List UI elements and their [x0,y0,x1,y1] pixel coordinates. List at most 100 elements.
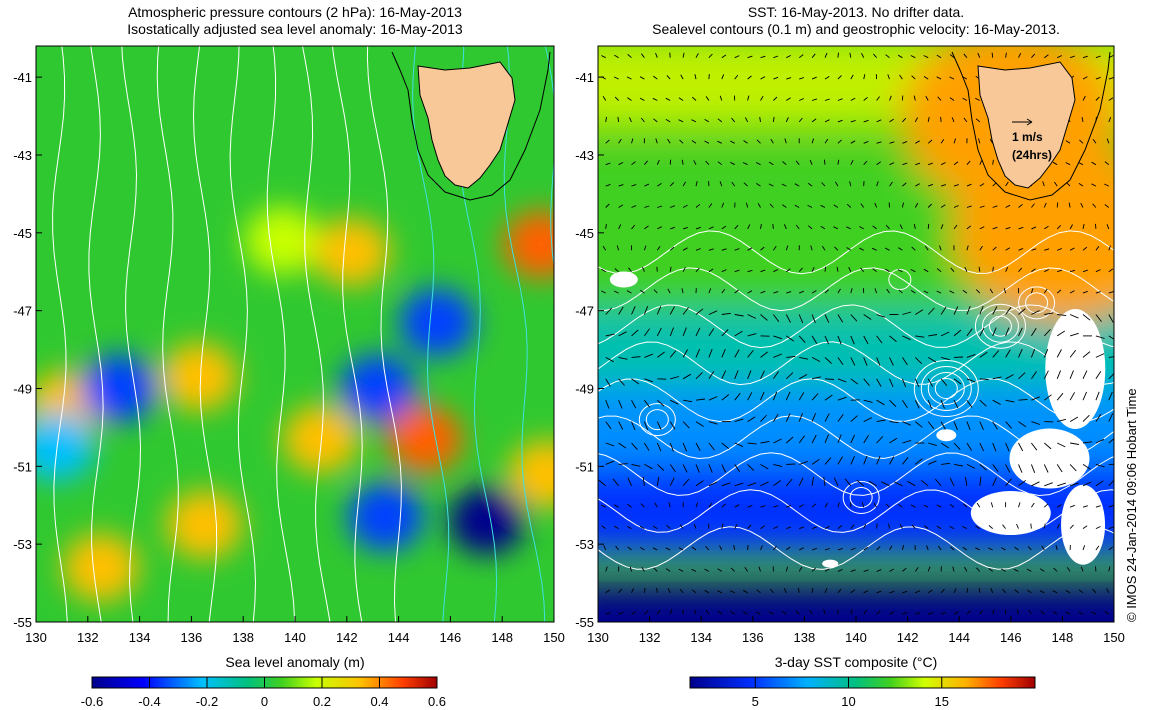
velocity-arrow [863,160,868,166]
velocity-arrow [850,609,853,615]
velocity-arrow [850,119,856,123]
velocity-arrow [618,421,624,430]
velocity-arrow [850,569,856,572]
velocity-arrow [889,568,895,572]
velocity-arrow [949,290,955,294]
velocity-arrow [598,479,606,487]
velocity-arrow [682,373,692,380]
pressure-contour-line [121,46,142,622]
y-tick-label: -49 [13,381,32,396]
velocity-arrow [975,97,980,101]
pressure-contour-line [17,38,30,622]
cloud-mask [609,271,1106,568]
velocity-arrow [605,307,613,315]
velocity-arrow [872,268,877,273]
velocity-arrow [915,335,925,338]
velocity-arrow [1070,442,1080,445]
velocity-arrow [992,421,998,430]
x-tick-label: 140 [284,630,306,645]
eddy-contour [842,480,880,514]
velocity-arrow [940,306,947,315]
velocity-arrow [876,610,881,615]
velocity-arrow [914,567,919,572]
velocity-arrow [872,225,877,230]
velocity-arrow [681,159,684,165]
velocity-arrow [734,248,740,251]
velocity-arrow [811,335,818,344]
velocity-arrow [823,609,826,615]
velocity-arrow [940,400,945,409]
velocity-arrow [824,335,830,345]
velocity-arrow [822,245,826,251]
velocity-arrow [747,544,749,551]
velocity-arrow [1108,566,1111,572]
velocity-arrow [876,419,886,423]
sla-anomaly-blob [347,482,424,551]
velocity-arrow [615,545,619,551]
velocity-arrow [953,611,959,615]
velocity-arrow [669,609,673,615]
velocity-arrow [795,224,800,230]
velocity-arrow [631,421,636,431]
right-x-axis: 130 132 134 136 138 140 142 144 146 148 150 [587,616,1125,645]
velocity-arrow [1095,370,1102,380]
velocity-arrow [1018,502,1021,508]
velocity-arrow [902,457,909,465]
velocity-arrow [708,348,713,358]
y-tick-label: -47 [575,304,594,319]
x-tick-label: 140 [845,630,867,645]
velocity-arrow [1095,55,1101,59]
velocity-arrow [881,481,890,487]
x-tick-label: 132 [639,630,661,645]
velocity-arrow [837,98,843,101]
velocity-arrow [837,314,844,323]
velocity-arrow [682,204,688,208]
velocity-arrow [1018,464,1023,473]
velocity-arrow [1069,247,1075,251]
y-tick-label: -43 [575,148,594,163]
velocity-arrow [979,421,984,430]
velocity-arrow [1108,438,1114,444]
velocity-arrow [910,290,916,294]
velocity-arrow [963,53,968,58]
velocity-arrow [915,421,923,428]
velocity-arrow [653,567,658,572]
velocity-arrow [1095,438,1105,444]
cloud-patch [1061,484,1106,565]
velocity-arrow [605,139,610,144]
velocity-arrow [876,161,881,166]
colorbar-tick-label: 0.4 [370,694,388,709]
velocity-arrow [1018,327,1023,337]
velocity-arrow [928,442,937,447]
velocity-arrow [1005,421,1012,429]
velocity-arrow [876,181,879,187]
sealevel-contour-line [598,267,1114,312]
velocity-arrow [642,266,645,272]
velocity-arrow [990,588,994,593]
velocity-arrow [1005,52,1007,58]
velocity-arrow [1005,442,1010,452]
velocity-arrow [1031,371,1037,380]
velocity-arrow [769,588,774,594]
velocity-arrow [785,117,789,123]
velocity-arrow [962,525,968,530]
velocity-arrow [656,327,662,337]
velocity-arrow [902,311,912,315]
velocity-arrow [859,226,864,230]
velocity-arrow [773,480,781,487]
velocity-arrow [1056,224,1062,230]
velocity-arrow [760,481,769,487]
velocity-arrow [885,54,890,59]
velocity-arrow [798,392,805,401]
eddy-contour [1025,292,1049,314]
velocity-arrow [730,161,735,166]
velocity-arrow [734,370,739,379]
velocity-arrow [992,464,999,472]
velocity-arrow [682,181,686,187]
velocity-arrow [682,307,689,315]
velocity-arrow [988,547,993,551]
left-title: Atmospheric pressure contours (2 hPa): 1… [36,4,554,38]
velocity-arrow [1044,269,1049,273]
velocity-arrow [704,140,710,144]
velocity-arrow [1095,480,1104,487]
